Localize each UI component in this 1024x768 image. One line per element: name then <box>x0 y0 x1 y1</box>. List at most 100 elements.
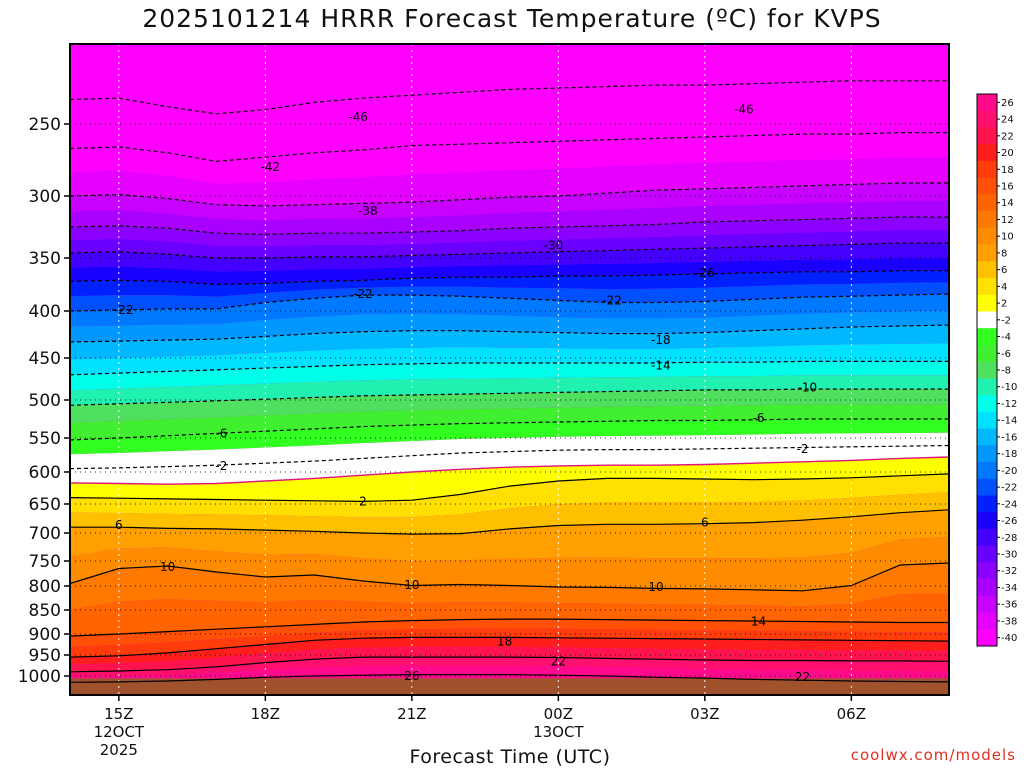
colorbar-label: 10 <box>1001 232 1014 243</box>
contour-label: 10 <box>648 580 663 594</box>
fill-band--10 <box>70 389 949 423</box>
y-tick-label: 750 <box>29 552 61 572</box>
colorbar-swatch <box>977 595 997 614</box>
fill-band--2 <box>70 445 949 485</box>
colorbar-swatch <box>977 495 997 513</box>
colorbar-label: -12 <box>1001 399 1017 410</box>
y-tick-label: 950 <box>29 646 61 666</box>
colorbar-swatch <box>977 428 997 446</box>
colorbar-swatch <box>977 344 997 363</box>
colorbar-label: -26 <box>1001 516 1017 527</box>
colorbar-swatch <box>977 160 997 179</box>
colorbar-label: 6 <box>1001 265 1007 276</box>
fill-band--28 <box>70 258 949 285</box>
contour-label: 22 <box>795 670 810 684</box>
fill-band--4 <box>70 432 949 469</box>
colorbar-label: -18 <box>1001 449 1017 460</box>
contour-label: 10 <box>404 578 419 592</box>
colorbar-label: 26 <box>1001 98 1014 109</box>
colorbar-swatch <box>977 328 997 346</box>
colorbar-label: -40 <box>1001 633 1017 644</box>
colorbar-label: -6 <box>1001 349 1011 360</box>
fill-band--22 <box>70 294 949 327</box>
colorbar-swatch <box>977 395 997 413</box>
colorbar-swatch <box>977 612 997 630</box>
colorbar-label: 8 <box>1001 248 1007 259</box>
isotherm-0 <box>70 456 949 485</box>
colorbar-label: -8 <box>1001 366 1011 377</box>
y-tick-label: 350 <box>29 249 61 269</box>
colorbar-swatch <box>977 411 997 430</box>
fill-band--38 <box>70 183 949 221</box>
contour-label: 26 <box>404 669 419 683</box>
contour-label: -2 <box>797 442 809 456</box>
y-tick-label: 800 <box>29 577 61 597</box>
colorbar-label: 22 <box>1001 131 1014 142</box>
colorbar-swatch <box>977 545 997 563</box>
fill-band--46 <box>70 80 949 138</box>
fill-band--8 <box>70 404 949 440</box>
contour-label: 18 <box>497 635 512 649</box>
x-tick-label: 03Z <box>690 705 719 723</box>
x-tick-sublabel: 2025 <box>100 741 138 759</box>
contour-label: -26 <box>695 266 715 280</box>
isotherm-18 <box>70 636 949 658</box>
colorbar-label: -38 <box>1001 616 1017 627</box>
x-tick-label: 00Z <box>544 705 573 723</box>
fill-band-10 <box>70 563 949 610</box>
contour-label: 22 <box>551 654 566 668</box>
colorbar-swatch <box>977 445 997 463</box>
y-tick-label: 1000 <box>18 667 61 687</box>
fill-band-4 <box>70 492 949 535</box>
colorbar-label: 4 <box>1001 282 1007 293</box>
colorbar-swatch <box>977 311 997 329</box>
colorbar-swatch <box>977 629 997 647</box>
colorbar-swatch <box>977 528 997 547</box>
isotherm-2 <box>70 473 949 503</box>
plot-frame <box>69 43 950 696</box>
y-tick-label: 650 <box>29 495 61 515</box>
y-tick-label: 850 <box>29 601 61 621</box>
colorbar: 26 24 22 20 18 16 14 12 10 8 6 4 2 -2 -4 -6 -8 -10 -12 -14 -… <box>976 93 1017 647</box>
isotherm-6 <box>70 509 949 535</box>
fill-band-22 <box>70 657 949 677</box>
x-tick-label: 06Z <box>837 705 866 723</box>
y-tick-label: 300 <box>29 187 61 207</box>
isotherm--38 <box>70 182 949 207</box>
colorbar-swatch <box>977 261 997 279</box>
isotherm-14 <box>70 618 949 637</box>
colorbar-label: -10 <box>1001 382 1017 393</box>
fill-band--42 <box>70 132 949 184</box>
fill-band--40 <box>70 157 949 206</box>
contour-label: -22 <box>353 287 373 301</box>
contour-label: -14 <box>651 359 671 373</box>
isotherm-22 <box>70 656 949 673</box>
fill-band--26 <box>70 270 949 297</box>
colorbar-label: 20 <box>1001 148 1014 159</box>
colorbar-label: -30 <box>1001 550 1017 561</box>
grid-layer <box>70 44 949 695</box>
fill-band--30 <box>70 243 949 272</box>
watermark: coolwx.com/models <box>850 746 1016 764</box>
y-tick-label: 400 <box>29 302 61 322</box>
colorbar-label: 12 <box>1001 215 1014 226</box>
contour-label: -6 <box>753 411 765 425</box>
x-tick-label: 21Z <box>397 705 426 723</box>
colorbar-swatch <box>977 177 997 195</box>
colorbar-swatch <box>977 144 997 162</box>
contour-label: 2 <box>359 494 367 508</box>
colorbar-swatch <box>977 579 997 597</box>
contour-label: 6 <box>115 518 123 532</box>
colorbar-swatch <box>977 294 997 312</box>
fill-band-18 <box>70 637 949 665</box>
fill-band--36 <box>70 201 949 235</box>
colorbar-swatch <box>977 462 997 480</box>
colorbar-label: -36 <box>1001 600 1017 611</box>
y-axis: 250 300 350 400 450 500 550 600 650 700 750 800 850 9… <box>18 115 70 687</box>
isotherm-contours <box>70 80 949 683</box>
y-tick-label: 450 <box>29 349 61 369</box>
colorbar-swatch <box>977 278 997 296</box>
colorbar-label: 14 <box>1001 198 1014 209</box>
isotherm--46 <box>70 80 949 115</box>
colorbar-label: 24 <box>1001 115 1014 126</box>
